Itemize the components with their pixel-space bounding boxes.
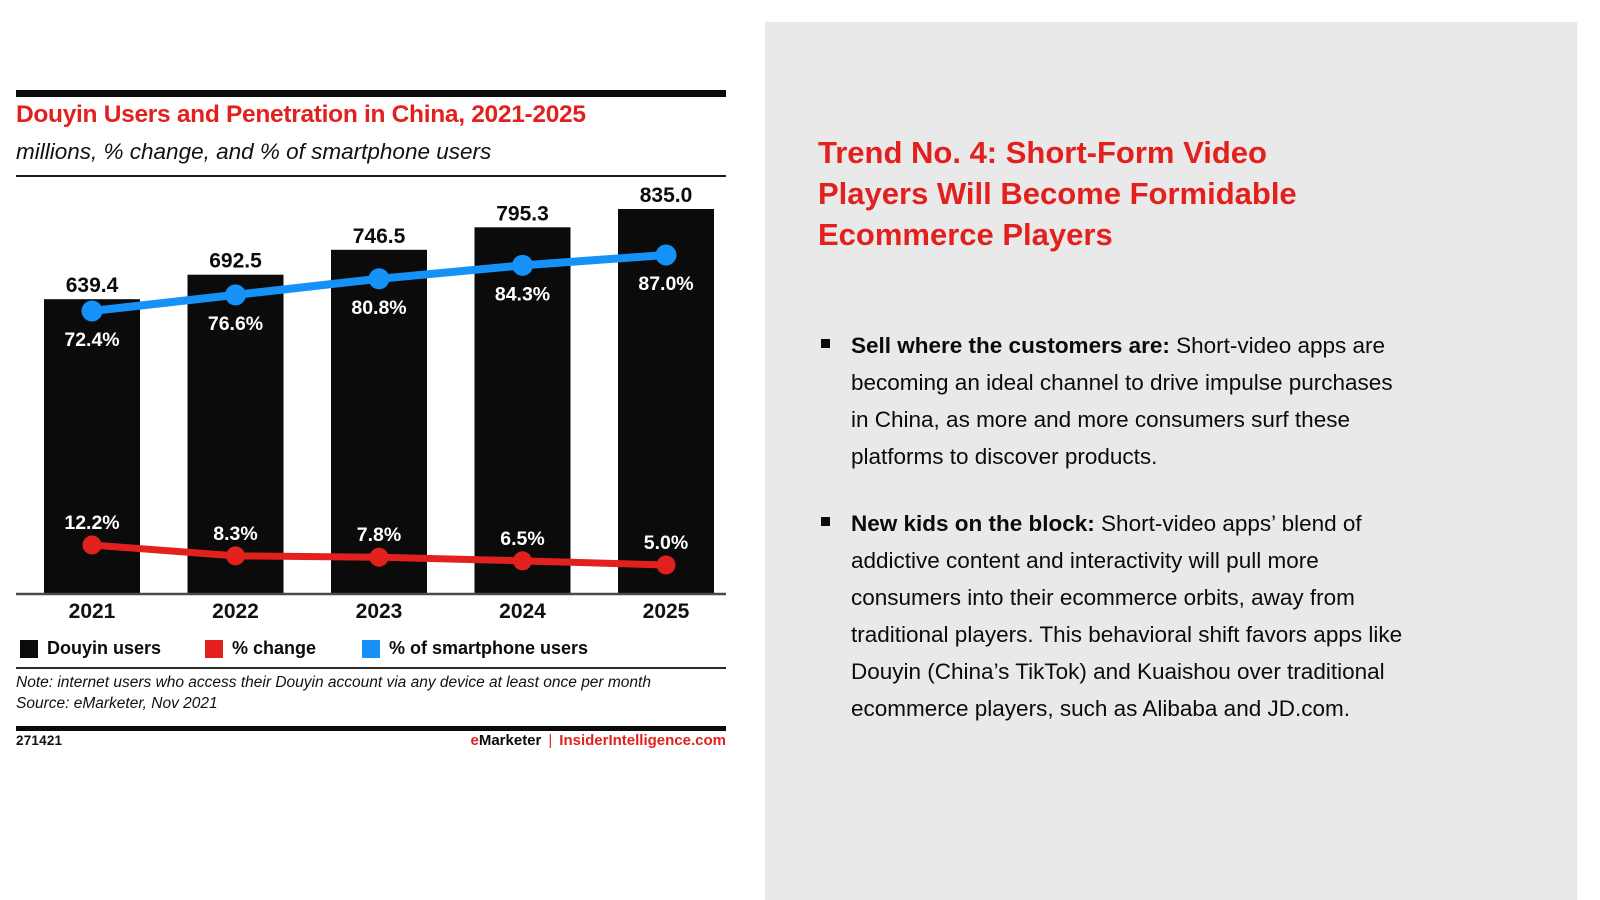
footer-row: 271421 eMarketer | InsiderIntelligence.com bbox=[16, 732, 726, 749]
bar-value-label: 692.5 bbox=[209, 250, 262, 273]
bullet-square-icon bbox=[821, 339, 830, 348]
legend-item-smartphone-users: % of smartphone users bbox=[362, 638, 588, 659]
bullet-sell-where-customers-are: Sell where the customers are: Short-vide… bbox=[821, 327, 1406, 475]
trend-title: Trend No. 4: Short-Form Video Players Wi… bbox=[818, 132, 1468, 255]
smartphone-pct-point bbox=[81, 300, 103, 322]
trend-panel: Trend No. 4: Short-Form Video Players Wi… bbox=[765, 22, 1577, 900]
chart-card: Douyin Users and Penetration in China, 2… bbox=[0, 0, 742, 900]
bullet-text: Short-video apps are becoming an ideal c… bbox=[851, 333, 1393, 469]
bullet-square-icon bbox=[821, 517, 830, 526]
trend-bullet-list: Sell where the customers are: Short-vide… bbox=[821, 327, 1406, 757]
legend-swatch-red bbox=[205, 639, 223, 658]
smartphone-pct-value-label: 76.6% bbox=[208, 313, 263, 335]
pct-change-point bbox=[656, 555, 676, 575]
trend-title-line: Ecommerce Players bbox=[818, 217, 1113, 252]
legend-label: % change bbox=[232, 638, 317, 658]
bar-2023 bbox=[331, 249, 427, 594]
pct-change-value-label: 5.0% bbox=[644, 532, 688, 554]
bar-2024 bbox=[474, 227, 571, 594]
pct-change-value-label: 8.3% bbox=[213, 523, 257, 545]
bar-2025 bbox=[618, 209, 714, 594]
smartphone-pct-point bbox=[368, 268, 390, 290]
smartphone-pct-value-label: 87.0% bbox=[638, 273, 693, 295]
footer-separator: | bbox=[548, 732, 553, 749]
legend-swatch-black bbox=[20, 639, 38, 658]
insider-intelligence-link[interactable]: InsiderIntelligence.com bbox=[559, 732, 726, 749]
smartphone-pct-point bbox=[655, 244, 677, 266]
x-axis-label: 2025 bbox=[643, 600, 690, 623]
pct-change-value-label: 6.5% bbox=[500, 528, 544, 550]
trend-title-line: Players Will Become Formidable bbox=[818, 176, 1297, 211]
note-rule bbox=[16, 667, 726, 669]
x-axis-label: 2021 bbox=[69, 600, 116, 623]
chart-subtitle: millions, % change, and % of smartphone … bbox=[16, 139, 492, 164]
note-block: Note: internet users who access their Do… bbox=[16, 673, 728, 714]
legend-label: % of smartphone users bbox=[389, 638, 589, 658]
x-axis-label: 2022 bbox=[212, 600, 259, 623]
x-axis-label: 2023 bbox=[356, 600, 403, 623]
douyin-users-chart: 639.4 2021 692.5 2022 746.5 2023 795.3 2024 835.… bbox=[16, 184, 726, 623]
bullet-lead: Sell where the customers are: bbox=[851, 333, 1170, 358]
bar-2022 bbox=[187, 274, 284, 594]
pct-change-point bbox=[513, 551, 532, 571]
pct-change-point bbox=[82, 535, 102, 555]
pct-change-value-label: 7.8% bbox=[357, 524, 401, 546]
pct-change-point bbox=[226, 546, 245, 566]
top-rule bbox=[16, 90, 726, 97]
legend-swatch-blue bbox=[362, 639, 380, 658]
smartphone-pct-value-label: 72.4% bbox=[64, 329, 119, 351]
pct-change-value-label: 12.2% bbox=[64, 512, 119, 534]
footer-brand: eMarketer | InsiderIntelligence.com bbox=[470, 732, 726, 749]
emarketer-logo-e: e bbox=[470, 732, 479, 749]
x-axis-label: 2024 bbox=[499, 600, 546, 623]
source-line: Source: eMarketer, Nov 2021 bbox=[16, 694, 218, 712]
smartphone-pct-value-label: 80.8% bbox=[351, 297, 406, 319]
chart-id-number: 271421 bbox=[16, 733, 63, 748]
bottom-rule bbox=[16, 726, 726, 731]
bar-value-label: 835.0 bbox=[640, 184, 693, 207]
legend-item-douyin-users: Douyin users bbox=[20, 638, 161, 659]
pct-change-point bbox=[369, 547, 389, 567]
bullet-lead: New kids on the block: bbox=[851, 511, 1095, 536]
bar-value-label: 639.4 bbox=[66, 274, 119, 297]
trend-title-line: Trend No. 4: Short-Form Video bbox=[818, 135, 1267, 170]
legend-label: Douyin users bbox=[47, 638, 162, 658]
bullet-new-kids-on-block: New kids on the block: Short-video apps’… bbox=[821, 505, 1406, 727]
smartphone-pct-point bbox=[225, 284, 246, 306]
emarketer-logo-rest: Marketer bbox=[478, 732, 542, 749]
bar-value-label: 746.5 bbox=[353, 225, 406, 248]
note-line: Note: internet users who access their Do… bbox=[16, 674, 651, 691]
smartphone-pct-point bbox=[512, 254, 533, 276]
bullet-text: Short-video apps’ blend of addictive con… bbox=[851, 511, 1403, 721]
smartphone-pct-value-label: 84.3% bbox=[495, 283, 550, 305]
chart-title: Douyin Users and Penetration in China, 2… bbox=[16, 101, 586, 128]
bar-value-label: 795.3 bbox=[496, 202, 549, 225]
legend-item-pct-change: % change bbox=[205, 638, 316, 659]
title-rule bbox=[16, 175, 726, 177]
